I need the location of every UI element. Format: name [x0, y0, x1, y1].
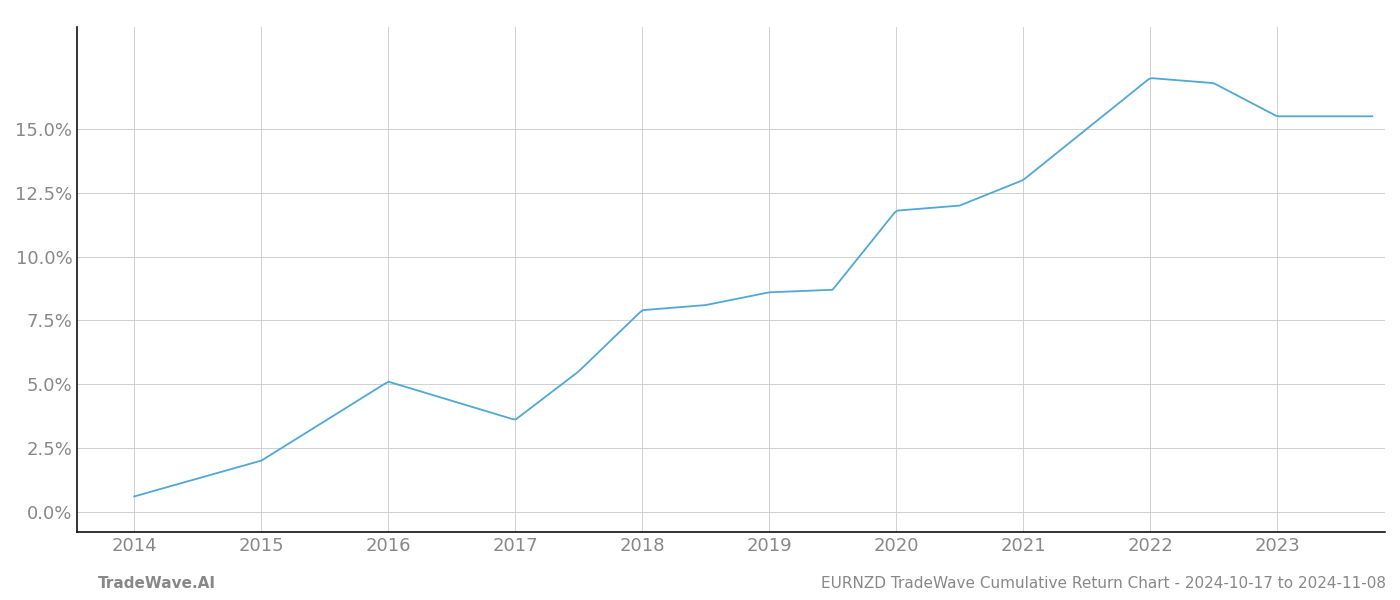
Text: TradeWave.AI: TradeWave.AI — [98, 576, 216, 591]
Text: EURNZD TradeWave Cumulative Return Chart - 2024-10-17 to 2024-11-08: EURNZD TradeWave Cumulative Return Chart… — [820, 576, 1386, 591]
